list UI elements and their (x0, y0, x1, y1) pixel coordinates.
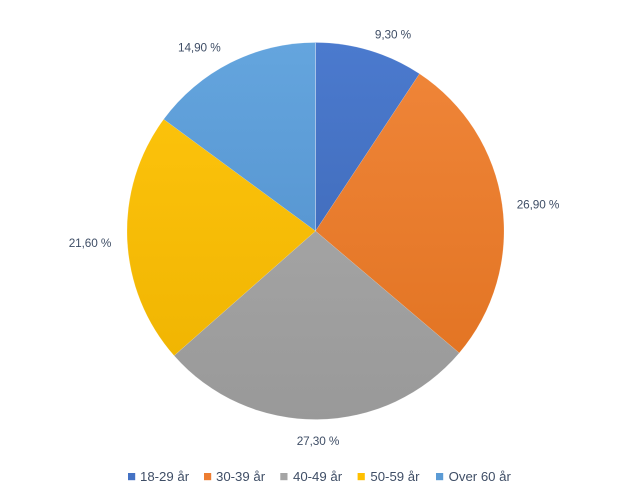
svg-text:14,90 %: 14,90 % (178, 41, 221, 55)
svg-text:27,30 %: 27,30 % (297, 434, 340, 448)
svg-text:9,30 %: 9,30 % (375, 27, 412, 41)
svg-text:21,60 %: 21,60 % (69, 236, 112, 250)
svg-text:18-29 år: 18-29 år (140, 469, 190, 484)
svg-text:30-39 år: 30-39 år (216, 469, 266, 484)
svg-text:26,90 %: 26,90 % (517, 197, 560, 211)
svg-text:50-59 år: 50-59 år (370, 469, 420, 484)
svg-text:Over 60 år: Over 60 år (449, 469, 512, 484)
svg-text:40-49 år: 40-49 år (293, 469, 343, 484)
